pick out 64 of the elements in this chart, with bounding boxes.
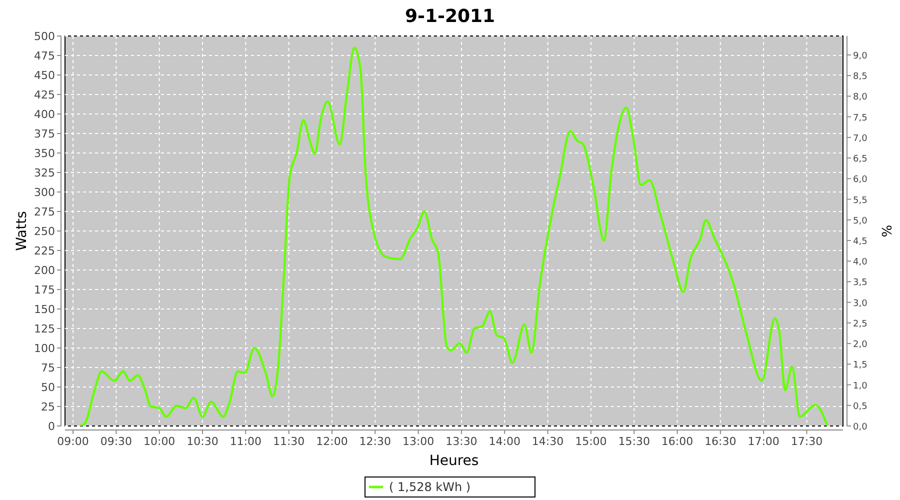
y2-tick-label: 7,0 <box>853 134 868 144</box>
y-tick-label: 75 <box>41 362 55 374</box>
y2-tick-label: 2,0 <box>853 340 868 350</box>
y2-tick-label: 8,0 <box>853 92 868 103</box>
y-tick-label: 375 <box>34 128 55 140</box>
y-tick-label: 225 <box>34 244 55 258</box>
y-tick-label: 450 <box>34 69 55 82</box>
y-tick-label: 100 <box>34 342 55 355</box>
y2-tick-label: 6,5 <box>853 154 868 165</box>
y-tick-label: 350 <box>34 147 55 160</box>
x-tick-label: 15:30 <box>618 435 650 448</box>
y2-tick-label: 5,0 <box>853 216 868 226</box>
x-tick-label: 12:00 <box>316 435 348 448</box>
y-tick-label: 300 <box>34 186 55 199</box>
chart-title: 9-1-2011 <box>404 6 496 27</box>
y-tick-label: 0 <box>48 420 55 433</box>
y-axis-title: Watts <box>14 211 30 251</box>
y-tick-label: 125 <box>34 322 55 336</box>
y-tick-label: 475 <box>34 50 55 62</box>
x-tick-label: 11:30 <box>272 435 305 448</box>
y-tick-label: 325 <box>34 166 55 180</box>
x-tick-label: 13:00 <box>402 435 434 448</box>
x-tick-label: 10:00 <box>143 435 176 448</box>
x-axis-title: Heures <box>429 453 479 469</box>
y-tick-label: 275 <box>34 206 55 218</box>
y-tick-label: 400 <box>34 108 55 121</box>
y2-axis-title: % <box>878 224 893 238</box>
y2-tick-label: 8,5 <box>853 72 868 82</box>
y-tick-label: 150 <box>34 303 55 316</box>
x-tick-label: 16:00 <box>661 435 694 448</box>
x-tick-label: 17:00 <box>748 435 780 448</box>
x-tick-label: 11:00 <box>230 435 262 448</box>
y2-tick-label: 6,0 <box>853 175 868 186</box>
x-tick-label: 09:30 <box>100 435 132 448</box>
y2-tick-label: 1,0 <box>853 381 868 392</box>
x-tick-label: 17:30 <box>790 435 823 448</box>
y-tick-label: 25 <box>41 400 55 414</box>
y2-tick-label: 4,5 <box>853 236 868 247</box>
x-tick-label: 10:30 <box>186 435 218 448</box>
y2-tick-label: 7,5 <box>853 113 868 124</box>
y-tick-label: 200 <box>34 264 55 277</box>
line-series <box>78 46 829 426</box>
y2-tick-label: 3,5 <box>853 278 868 288</box>
y-tick-label: 500 <box>34 30 55 43</box>
y2-tick-label: 3,0 <box>853 298 868 309</box>
legend-label: ( 1,528 kWh ) <box>389 480 471 494</box>
y2-tick-label: 5,5 <box>853 196 868 206</box>
y-tick-label: 250 <box>34 225 55 238</box>
y2-tick-label: 2,5 <box>853 319 868 330</box>
x-tick-label: 14:00 <box>488 435 520 448</box>
x-tick-label: 14:30 <box>532 435 564 448</box>
y-tick-label: 425 <box>34 88 55 102</box>
x-tick-label: 09:00 <box>57 435 89 448</box>
x-tick-label: 13:30 <box>446 435 478 448</box>
y-tick-label: 175 <box>34 284 55 296</box>
y2-tick-label: 0,5 <box>853 402 868 412</box>
x-tick-label: 12:30 <box>359 435 391 448</box>
x-tick-label: 16:30 <box>704 435 736 448</box>
y2-tick-label: 4,0 <box>853 258 868 268</box>
y2-tick-label: 0,0 <box>853 422 868 432</box>
y2-tick-label: 9,0 <box>853 51 868 62</box>
y2-tick-label: 1,5 <box>853 360 868 371</box>
x-tick-label: 15:00 <box>575 435 607 448</box>
y-tick-label: 50 <box>41 381 55 394</box>
